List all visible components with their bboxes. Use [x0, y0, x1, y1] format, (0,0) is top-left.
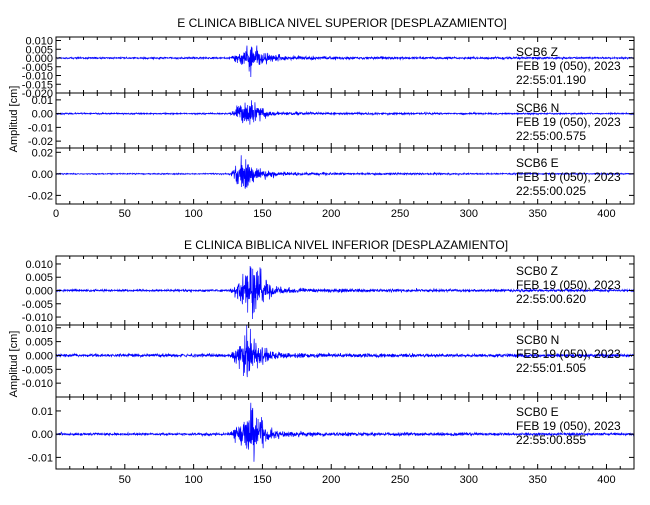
trace-date-label: FEB 19 (050), 2023: [516, 419, 621, 433]
y-tick-label: -0.01: [28, 452, 53, 464]
y-tick-label: 0.000: [25, 53, 53, 65]
x-tick-label: 300: [460, 208, 478, 220]
y-tick-label: 0.02: [32, 147, 53, 159]
y-tick-label: -0.010: [22, 378, 53, 390]
x-tick-label: 400: [597, 208, 615, 220]
x-tick-label: 350: [528, 474, 546, 486]
trace-time-label: 22:55:00.855: [516, 433, 586, 447]
x-tick-label: 150: [253, 208, 271, 220]
y-tick-label: 0.00: [32, 169, 53, 181]
trace-time-label: 22:55:01.190: [516, 73, 586, 87]
x-tick-label: 100: [184, 474, 202, 486]
y-tick-label: -0.005: [22, 299, 53, 311]
y-tick-label: -0.01: [28, 122, 53, 134]
waveform-trace: [55, 402, 635, 462]
trace-station-label: SCB0 Z: [516, 264, 558, 278]
trace-station-label: SCB6 E: [516, 156, 559, 170]
y-tick-label: 0.010: [25, 323, 53, 335]
y-tick-label: 0.00: [32, 109, 53, 121]
trace-panels: 0.0100.0050.000-0.005-0.010-0.015-0.020S…: [22, 36, 635, 486]
trace-time-label: 22:55:00.575: [516, 129, 586, 143]
waveform-trace: [55, 45, 635, 77]
y-tick-label: -0.005: [22, 62, 53, 74]
y-tick-label: -0.010: [22, 312, 53, 324]
x-tick-label: 200: [322, 474, 340, 486]
y-tick-label: 0.005: [25, 272, 53, 284]
trace-date-label: FEB 19 (050), 2023: [516, 170, 621, 184]
y-tick-label: 0.00: [32, 429, 53, 441]
trace-station-label: SCB0 E: [516, 405, 559, 419]
y-tick-label: -0.020: [22, 88, 53, 100]
x-tick-label: 250: [391, 208, 409, 220]
y-tick-label: -0.010: [22, 71, 53, 83]
y-tick-label: -0.015: [22, 79, 53, 91]
x-tick-label: 250: [391, 474, 409, 486]
trace-date-label: FEB 19 (050), 2023: [516, 59, 621, 73]
y-tick-label: 0.010: [25, 259, 53, 271]
trace-station-label: SCB6 Z: [516, 45, 558, 59]
y-axis-label-inferior: Amplitud [cm]: [8, 331, 20, 398]
y-tick-label: 0.000: [25, 286, 53, 298]
trace-station-label: SCB0 N: [516, 333, 559, 347]
y-tick-label: 0.010: [25, 36, 53, 48]
y-tick-label: -0.005: [22, 364, 53, 376]
trace-date-label: FEB 19 (050), 2023: [516, 278, 621, 292]
trace-time-label: 22:55:00.025: [516, 184, 586, 198]
x-tick-label: 50: [119, 208, 131, 220]
figure-title-inferior: E CLINICA BIBLICA NIVEL INFERIOR [DESPLA…: [184, 238, 508, 252]
figure-title-superior: E CLINICA BIBLICA NIVEL SUPERIOR [DESPLA…: [177, 16, 506, 30]
x-tick-label: 100: [184, 208, 202, 220]
x-tick-label: 50: [119, 474, 131, 486]
y-tick-label: 0.005: [25, 44, 53, 56]
y-tick-label: 0.005: [25, 337, 53, 349]
trace-date-label: FEB 19 (050), 2023: [516, 347, 621, 361]
trace-station-label: SCB6 N: [516, 101, 559, 115]
trace-time-label: 22:55:01.505: [516, 361, 586, 375]
y-tick-label: -0.02: [28, 136, 53, 148]
figure-superior: E CLINICA BIBLICA NIVEL SUPERIOR [DESPLA…: [8, 16, 507, 152]
x-tick-label: 300: [460, 474, 478, 486]
waveform-trace: [55, 155, 635, 189]
x-tick-label: 150: [253, 474, 271, 486]
waveform-trace: [55, 100, 635, 125]
waveform-trace: [55, 266, 635, 320]
trace-time-label: 22:55:00.620: [516, 292, 586, 306]
figure-inferior: E CLINICA BIBLICA NIVEL INFERIOR [DESPLA…: [8, 238, 508, 397]
y-tick-label: 0.01: [32, 406, 53, 418]
x-tick-label: 0: [53, 208, 59, 220]
y-tick-label: 0.000: [25, 350, 53, 362]
x-tick-label: 200: [322, 208, 340, 220]
y-tick-label: 0.01: [32, 95, 53, 107]
waveform-trace: [55, 324, 635, 378]
y-axis-label-superior: Amplitud [cm]: [8, 86, 20, 153]
x-tick-label: 400: [597, 474, 615, 486]
trace-date-label: FEB 19 (050), 2023: [516, 115, 621, 129]
x-tick-label: 350: [528, 208, 546, 220]
y-tick-label: -0.02: [28, 190, 53, 202]
